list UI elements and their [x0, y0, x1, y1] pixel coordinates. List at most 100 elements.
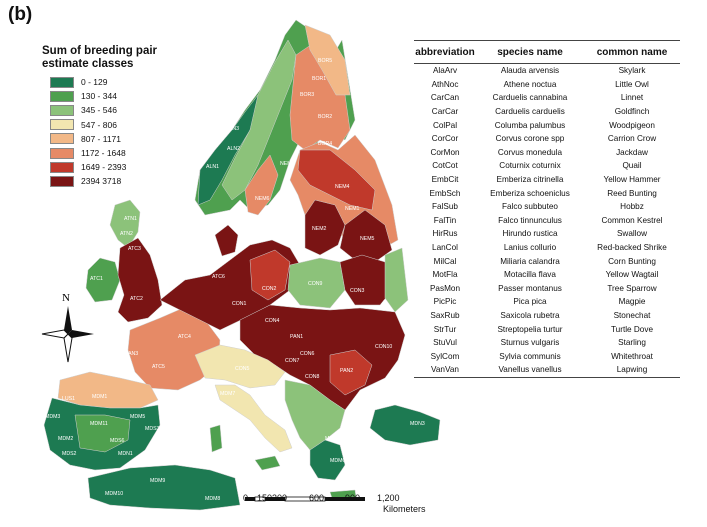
cell-species-name: Corvus monedula	[497, 147, 563, 157]
cell-common-name: Corn Bunting	[608, 256, 656, 266]
legend-swatch	[50, 90, 74, 102]
region-label: MDS2	[62, 451, 77, 457]
species-table: abbreviation species name common name Al…	[414, 40, 680, 378]
cell-species-name: Carduelis cannabina	[492, 93, 568, 103]
region-denmark	[214, 224, 239, 257]
region-sicily	[254, 455, 281, 471]
scale-unit: Kilometers	[383, 504, 426, 514]
cell-common-name: Yellow Wagtail	[605, 270, 659, 280]
cell-abbreviation: AthNoc	[431, 79, 459, 89]
cell-abbreviation: LanCol	[432, 243, 458, 253]
cell-abbreviation: EmbSch	[429, 188, 461, 198]
cell-species-name: Motacilla flava	[504, 270, 556, 280]
region-nem-belt	[297, 149, 376, 211]
cell-common-name: Yellow Hammer	[603, 175, 661, 185]
table-row: LanCol Lanius collurio Red-backed Shrike	[414, 241, 680, 255]
legend-title: Sum of breeding pair estimate classes	[42, 45, 158, 70]
cell-species-name: Falco subbuteo	[502, 202, 558, 212]
table-header: abbreviation species name common name	[414, 41, 680, 63]
region-iberia-central	[74, 414, 131, 453]
panel-label: (b)	[8, 4, 33, 25]
region-label: MDS5	[325, 436, 340, 442]
legend-label: 547 - 806	[81, 119, 117, 130]
cell-common-name: Little Owl	[615, 79, 649, 89]
table-row: MilCal Miliaria calandra Corn Bunting	[414, 254, 680, 268]
cell-abbreviation: HirRus	[432, 229, 458, 239]
legend-swatch	[50, 104, 74, 116]
cell-common-name: Linnet	[620, 93, 644, 103]
region-label: MDM11	[90, 421, 108, 427]
region-label: BOR5	[318, 58, 332, 64]
legend-swatch	[50, 76, 74, 88]
header-abbreviation: abbreviation	[415, 46, 475, 58]
region-label: LUS1	[62, 396, 75, 402]
cell-abbreviation: CorMon	[430, 147, 460, 157]
cell-species-name: Coturnix coturnix	[499, 161, 561, 171]
cell-common-name: Swallow	[616, 229, 648, 239]
region-label: ALN3	[226, 126, 239, 132]
region-label: ATN2	[120, 231, 133, 237]
legend-label: 807 - 1171	[81, 133, 122, 144]
legend-label: 1649 - 2393	[81, 162, 127, 173]
table-row: CarCan Carduelis cannabina Linnet	[414, 91, 680, 105]
cell-abbreviation: PicPic	[433, 297, 457, 307]
cell-abbreviation: StrTur	[433, 324, 457, 334]
table-row: CarCar Carduelis carduelis Goldfinch	[414, 105, 680, 119]
legend-item: 130 - 344	[50, 89, 126, 103]
region-label: CON4	[265, 318, 280, 324]
cell-common-name: Magpie	[618, 297, 646, 307]
region-label: NEM4	[335, 184, 350, 190]
region-pan3	[329, 349, 373, 396]
table-row: SylCom Sylvia communis Whitethroat	[414, 349, 680, 363]
cell-common-name: Common Kestrel	[601, 215, 663, 225]
region-label: CON6	[300, 351, 315, 357]
cell-species-name: Carduelis carduelis	[495, 107, 565, 117]
region-greece	[309, 439, 346, 481]
table-body: AlaArv Alauda arvensis Skylark AthNoc Athene…	[414, 64, 680, 377]
region-con3	[339, 254, 393, 306]
region-italy	[214, 384, 293, 453]
region-label: MDM10	[105, 491, 123, 497]
table-bottom-rule	[414, 376, 680, 378]
table-row: VanVan Vanellus vanellus Lapwing	[414, 363, 680, 377]
cell-abbreviation: FalSub	[432, 202, 458, 212]
region-label: MDS6	[110, 438, 125, 444]
cell-common-name: Stonechat	[613, 310, 651, 320]
region-label: CON8	[305, 374, 320, 380]
table-row: SaxRub Saxicola rubetra Stonechat	[414, 309, 680, 323]
header-species-name: species name	[497, 46, 563, 58]
region-nem2	[304, 199, 346, 256]
table-row: EmbSch Emberiza schoeniclus Reed Bunting	[414, 186, 680, 200]
cell-species-name: Corvus corone spp	[495, 134, 565, 144]
legend-label: 2394 3718	[81, 176, 122, 187]
region-label: ATC3	[128, 246, 141, 252]
cell-species-name: Miliaria calandra	[500, 256, 560, 266]
legend-item: 547 - 806	[50, 118, 126, 132]
region-label: MDN1	[118, 451, 133, 457]
cell-common-name: Tree Sparrow	[607, 283, 657, 293]
cell-common-name: Jackdaw	[616, 147, 648, 157]
table-row: AlaArv Alauda arvensis Skylark	[414, 64, 680, 78]
region-label: MDM5	[130, 414, 145, 420]
scale-tick: 1,200	[377, 493, 400, 503]
region-label: MDN3	[410, 421, 425, 427]
cell-species-name: Falco tinnunculus	[498, 215, 562, 225]
region-label-layer: ALN1 ALN2 ALN3 BOR1 BOR2 BOR3 BOR4 BOR5 …	[45, 58, 425, 502]
region-label: ATC6	[212, 274, 225, 280]
cell-abbreviation: MotFla	[432, 270, 458, 280]
scale-tick: 0	[243, 493, 249, 503]
legend: 0 - 129 130 - 344 345 - 546 547 - 806 80…	[50, 75, 126, 189]
scale-tick: 150	[257, 493, 273, 503]
cell-abbreviation: CorCor	[431, 134, 459, 144]
legend-label: 0 - 129	[81, 77, 108, 88]
region-turkey	[369, 404, 441, 446]
legend-item: 807 - 1171	[50, 132, 126, 146]
region-label: ATC5	[152, 364, 165, 370]
cell-species-name: Lanius collurio	[503, 243, 557, 253]
legend-item: 1649 - 2393	[50, 160, 126, 174]
table-top-rule	[414, 40, 680, 41]
cell-species-name: Sylvia communis	[499, 351, 561, 361]
cell-common-name: Carrion Crow	[607, 134, 657, 144]
cell-species-name: Columba palumbus	[494, 120, 566, 130]
